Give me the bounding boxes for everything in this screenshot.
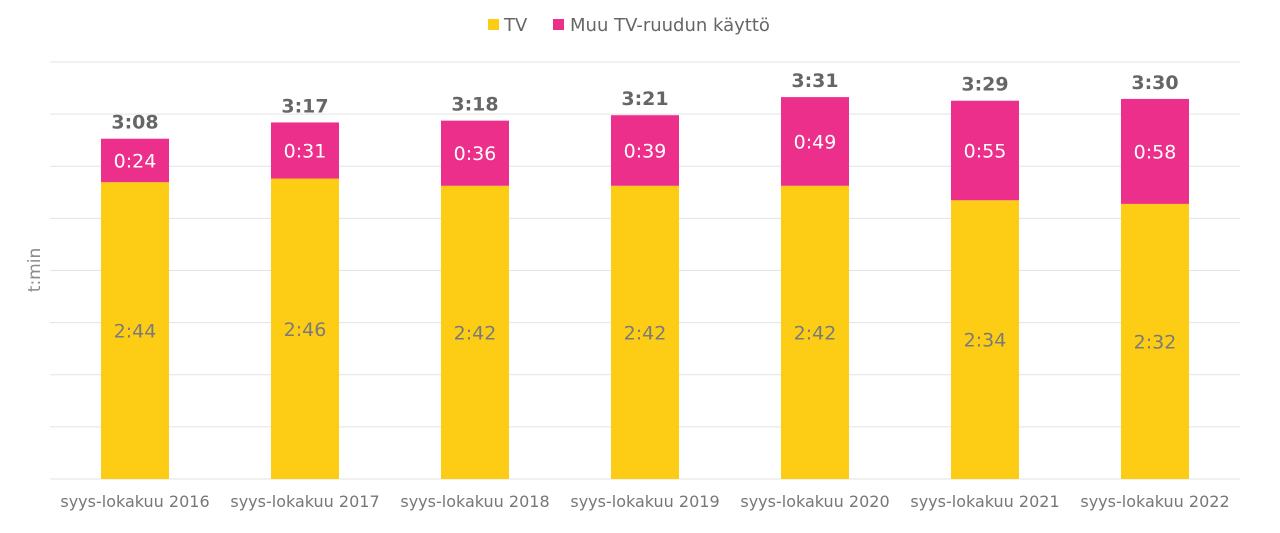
bar-other-use [611, 115, 679, 186]
data-label-tv: 2:42 [624, 322, 667, 344]
data-label-other-use: 0:55 [964, 141, 1007, 163]
legend-swatch-tv [488, 19, 499, 30]
data-label-total: 3:18 [451, 94, 498, 116]
data-label-tv: 2:42 [794, 322, 837, 344]
x-tick-label: syys-lokakuu 2020 [740, 492, 889, 511]
data-label-tv: 2:44 [114, 321, 157, 343]
data-label-other-use: 0:31 [284, 141, 327, 163]
data-label-total: 3:29 [961, 74, 1008, 96]
x-tick-label: syys-lokakuu 2018 [400, 492, 549, 511]
data-label-other-use: 0:36 [454, 143, 497, 165]
legend-swatch-other [553, 19, 564, 30]
bar-other-use [441, 120, 509, 186]
bar-other-use [781, 97, 849, 186]
data-label-total: 3:08 [111, 112, 158, 134]
x-tick-label: syys-lokakuu 2017 [230, 492, 379, 511]
legend-label-tv: TV [503, 15, 528, 36]
x-tick-label: syys-lokakuu 2019 [570, 492, 719, 511]
data-label-tv: 2:32 [1134, 331, 1177, 353]
bar-other-use [1121, 98, 1189, 204]
bars [101, 97, 1189, 480]
bar-tv [1121, 203, 1189, 480]
bar-tv [781, 185, 849, 479]
bar-other-use [101, 138, 169, 183]
data-label-total: 3:30 [1131, 72, 1178, 94]
bar-tv [101, 182, 169, 480]
data-label-tv: 2:46 [284, 319, 327, 341]
x-axis-tick-labels: syys-lokakuu 2016 syys-lokakuu 2017 syys-l… [60, 492, 1229, 511]
legend: TV Muu TV-ruudun käyttö [488, 15, 770, 36]
data-label-other-use: 0:49 [794, 131, 837, 153]
bar-tv [271, 178, 339, 479]
data-label-other-use: 0:39 [624, 141, 667, 163]
bar-other-use [271, 122, 339, 179]
data-label-total: 3:17 [281, 95, 328, 117]
y-axis-label: t:min [25, 248, 45, 292]
data-label-other-use: 0:24 [114, 150, 157, 172]
bar-other-use [951, 100, 1019, 201]
data-label-total: 3:31 [791, 70, 838, 92]
bar-tv [951, 200, 1019, 479]
data-labels: 2:44 0:24 3:08 2:46 0:31 3:17 2:42 0:36 3:18 2:42… [111, 70, 1178, 353]
data-label-tv: 2:34 [964, 330, 1007, 352]
x-tick-label: syys-lokakuu 2016 [60, 492, 209, 511]
legend-label-other: Muu TV-ruudun käyttö [570, 15, 770, 36]
bar-tv [611, 185, 679, 479]
bar-tv [441, 185, 509, 479]
x-tick-label: syys-lokakuu 2021 [910, 492, 1059, 511]
data-label-tv: 2:42 [454, 322, 497, 344]
x-tick-label: syys-lokakuu 2022 [1080, 492, 1229, 511]
data-label-total: 3:21 [621, 88, 668, 110]
data-label-other-use: 0:58 [1134, 141, 1177, 163]
